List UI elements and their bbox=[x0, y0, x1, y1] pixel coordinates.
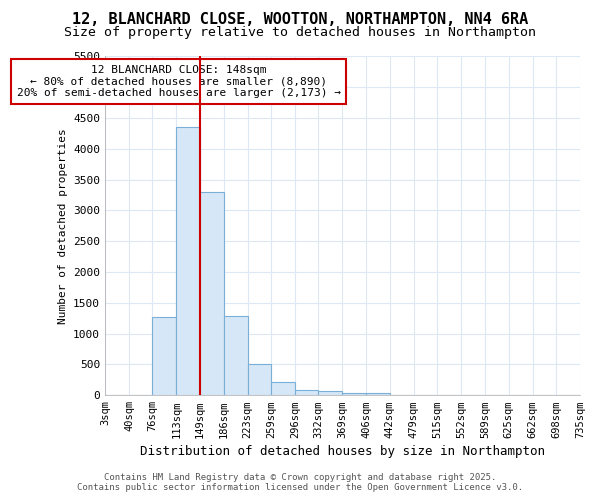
Bar bbox=[248, 364, 271, 395]
Bar bbox=[200, 192, 224, 395]
Bar bbox=[319, 392, 343, 395]
Bar bbox=[295, 390, 319, 395]
Text: Size of property relative to detached houses in Northampton: Size of property relative to detached ho… bbox=[64, 26, 536, 39]
Text: 12 BLANCHARD CLOSE: 148sqm
← 80% of detached houses are smaller (8,890)
20% of s: 12 BLANCHARD CLOSE: 148sqm ← 80% of deta… bbox=[17, 65, 341, 98]
Bar bbox=[224, 316, 248, 395]
Text: 12, BLANCHARD CLOSE, WOOTTON, NORTHAMPTON, NN4 6RA: 12, BLANCHARD CLOSE, WOOTTON, NORTHAMPTO… bbox=[72, 12, 528, 28]
Bar bbox=[367, 392, 390, 395]
Bar bbox=[271, 382, 295, 395]
Bar bbox=[343, 392, 367, 395]
Bar bbox=[176, 128, 200, 395]
Text: Contains HM Land Registry data © Crown copyright and database right 2025.
Contai: Contains HM Land Registry data © Crown c… bbox=[77, 473, 523, 492]
Y-axis label: Number of detached properties: Number of detached properties bbox=[58, 128, 68, 324]
Bar bbox=[152, 317, 176, 395]
X-axis label: Distribution of detached houses by size in Northampton: Distribution of detached houses by size … bbox=[140, 444, 545, 458]
